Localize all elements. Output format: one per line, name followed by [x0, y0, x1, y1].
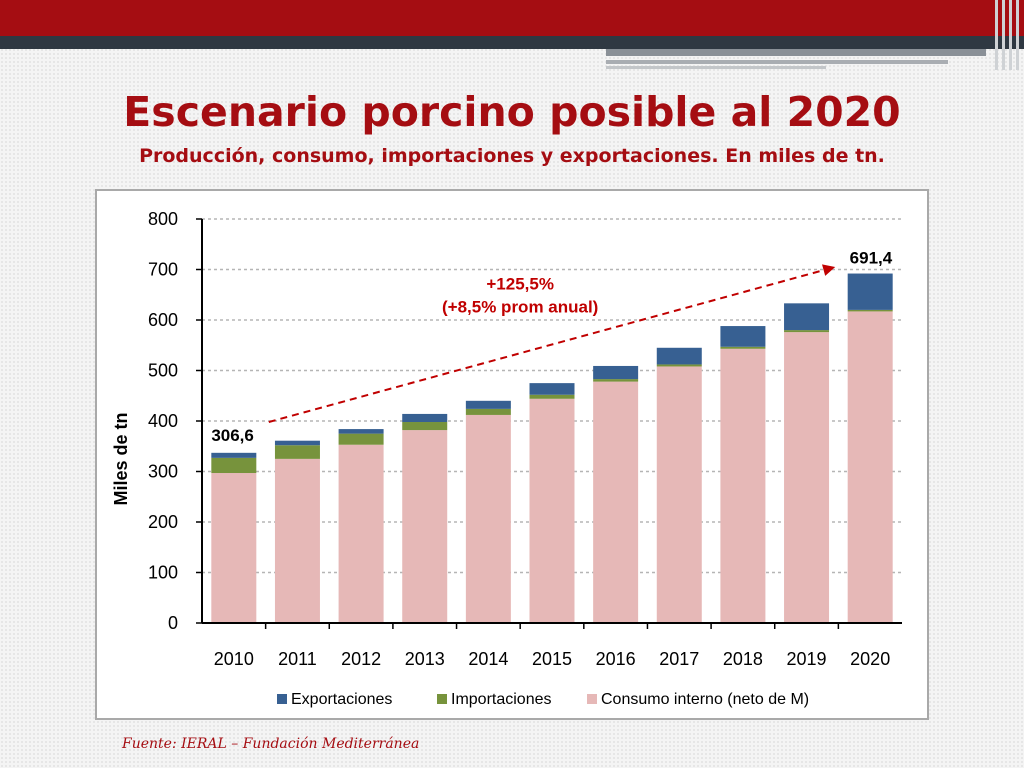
header-edge-stripe [1002, 0, 1005, 70]
x-tick-label: 2011 [278, 649, 317, 669]
header-accent-bar [606, 66, 826, 69]
bar-segment [465, 414, 511, 623]
bar-segment [274, 458, 320, 623]
x-tick-label: 2015 [532, 649, 572, 669]
end-value-label: 691,4 [850, 249, 893, 268]
legend: Exportaciones Importaciones Consumo intern… [277, 691, 809, 708]
bar-segment [784, 303, 830, 331]
x-tick-label: 2018 [723, 649, 763, 669]
y-tick-label: 700 [148, 260, 178, 280]
bar-segment [656, 364, 702, 367]
x-tick-label: 2010 [214, 649, 254, 669]
bar-segment [529, 398, 575, 623]
x-tick-label: 2014 [468, 649, 508, 669]
bar-segment [847, 309, 893, 312]
bars [211, 273, 893, 623]
bar-segment [656, 347, 702, 365]
bar-segment [274, 440, 320, 446]
y-tick-label: 200 [148, 512, 178, 532]
bar-segment [720, 326, 766, 347]
y-tick-label: 0 [168, 613, 178, 633]
start-value-label: 306,6 [211, 426, 254, 445]
bar-segment [784, 332, 830, 623]
bar-segment [465, 408, 511, 415]
bar-segment [529, 394, 575, 399]
bar-segment [847, 273, 893, 310]
bar-segment [847, 311, 893, 623]
y-tick-label: 600 [148, 310, 178, 330]
bar-segment [211, 473, 257, 623]
growth-label-annual: (+8,5% prom anual) [442, 297, 598, 316]
bar-segment [274, 445, 320, 459]
source-note: Fuente: IERAL – Fundación Mediterránea [122, 736, 420, 752]
slide-subtitle: Producción, consumo, importaciones y exp… [139, 145, 885, 167]
bar-segment [338, 433, 384, 445]
legend-label: Importaciones [451, 691, 552, 708]
bar-segment [338, 444, 384, 623]
bar-segment [720, 346, 766, 349]
x-tick-label: 2017 [659, 649, 699, 669]
bar-segment [211, 457, 257, 474]
stacked-bar-chart: 0 100 200 300 400 500 600 700 800 2010 2011 2012 201… [111, 209, 902, 708]
tick-labels: 0 100 200 300 400 500 600 700 800 2010 2011 2012 201… [148, 209, 890, 669]
chart-container: 0 100 200 300 400 500 600 700 800 2010 2011 2012 201… [95, 189, 929, 720]
y-tick-label: 500 [148, 361, 178, 381]
x-tick-label: 2013 [405, 649, 445, 669]
bar-segment [402, 430, 448, 623]
bar-segment [656, 366, 702, 623]
bar-segment [720, 348, 766, 623]
x-tick-label: 2012 [341, 649, 381, 669]
y-tick-label: 300 [148, 462, 178, 482]
bar-segment [338, 429, 384, 434]
bar-segment [465, 400, 511, 409]
axes [196, 218, 902, 629]
annotations: 306,6 691,4 +125,5% (+8,5% prom anual) [211, 249, 892, 445]
x-tick-label: 2020 [850, 649, 890, 669]
growth-label: +125,5% [486, 275, 554, 294]
bar-segment [402, 422, 448, 431]
bar-segment [593, 365, 639, 380]
header-edge-stripe [1009, 0, 1012, 70]
header-edge-stripe [995, 0, 998, 70]
header-red-band [0, 0, 1024, 36]
legend-swatch [437, 694, 447, 704]
legend-swatch [277, 694, 287, 704]
growth-arrowhead [822, 264, 836, 276]
legend-label: Exportaciones [291, 691, 392, 708]
header-edge-stripe [1016, 0, 1019, 70]
bar-segment [402, 413, 448, 423]
y-axis-label: Miles de tn [111, 412, 131, 505]
bar-segment [529, 383, 575, 395]
header-dark-band [0, 36, 1024, 49]
x-tick-label: 2019 [787, 649, 827, 669]
y-tick-label: 400 [148, 411, 178, 431]
legend-swatch [587, 694, 597, 704]
bar-segment [211, 452, 257, 458]
y-tick-label: 800 [148, 209, 178, 229]
header-accent-bar [606, 60, 948, 64]
y-tick-label: 100 [148, 563, 178, 583]
bar-segment [593, 379, 639, 382]
slide-title: Escenario porcino posible al 2020 [123, 88, 901, 136]
header-accent-bar [606, 49, 986, 56]
x-tick-label: 2016 [596, 649, 636, 669]
legend-label: Consumo interno (neto de M) [601, 691, 809, 708]
bar-segment [784, 330, 830, 333]
bar-segment [593, 381, 639, 623]
